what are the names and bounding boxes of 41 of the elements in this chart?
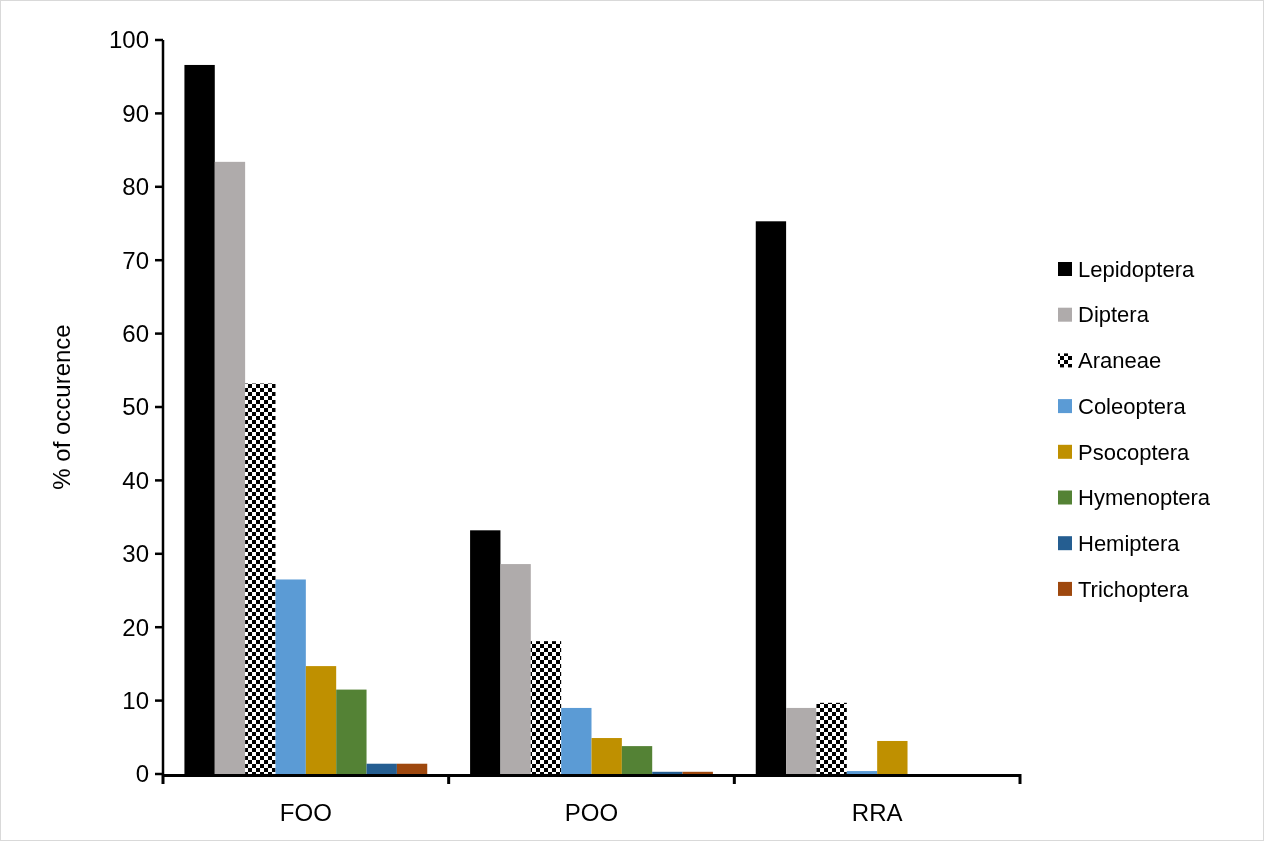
bar (877, 740, 908, 774)
legend-label: Psocoptera (1078, 439, 1191, 465)
bar (591, 738, 622, 774)
y-tick-label: 30 (122, 540, 149, 568)
y-tick-label: 90 (122, 99, 149, 127)
bar (652, 771, 683, 774)
y-tick-label: 50 (122, 393, 149, 421)
bar (786, 707, 817, 774)
legend-label: Araneae (1078, 348, 1162, 374)
bar (305, 666, 337, 774)
legend-label: Diptera (1078, 302, 1150, 328)
legend-label: Lepidoptera (1078, 256, 1195, 282)
bar (816, 702, 847, 774)
bar (846, 771, 878, 774)
y-tick-label: 100 (108, 26, 149, 54)
legend-label: Hemiptera (1078, 530, 1181, 556)
y-tick-label: 20 (122, 613, 149, 641)
x-tick-label: RRA (851, 799, 903, 826)
bar (214, 161, 246, 774)
bar (366, 763, 397, 774)
legend-label: Coleoptera (1078, 393, 1187, 419)
bar (245, 383, 276, 774)
y-tick-label: 80 (122, 173, 149, 201)
bar (561, 707, 592, 774)
y-tick-label: 10 (122, 687, 149, 714)
bar (682, 771, 713, 774)
y-tick-label: 40 (122, 466, 149, 494)
bar (336, 689, 367, 774)
legend-label: Trichoptera (1078, 576, 1190, 602)
y-tick-label: 60 (122, 320, 149, 347)
legend-label: Hymenoptera (1078, 485, 1211, 511)
bar (275, 579, 306, 774)
x-tick-label: POO (564, 799, 619, 826)
bar (530, 641, 562, 774)
bar (396, 763, 428, 774)
x-tick-label: FOO (279, 799, 332, 826)
bar (500, 564, 531, 774)
bar (621, 746, 653, 774)
y-tick-label: 0 (135, 760, 149, 788)
y-tick-label: 70 (122, 246, 149, 274)
y-axis-title: % of occurence (48, 324, 75, 490)
